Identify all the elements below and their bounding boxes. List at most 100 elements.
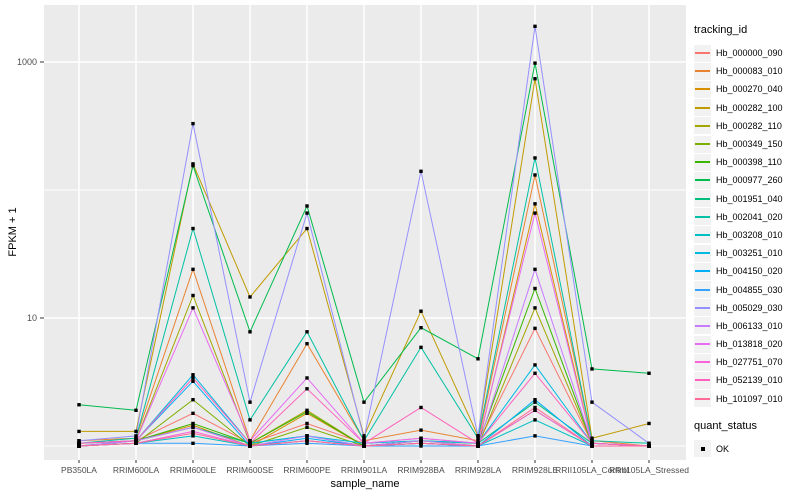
data-point [533,24,537,29]
legend-key [694,171,711,189]
legend-key [694,262,711,280]
legend-item-Hb_003208_010: Hb_003208_010 [694,226,800,244]
data-point [305,376,309,380]
legend-item-Hb_000282_110: Hb_000282_110 [694,117,800,135]
y-tick-label-1000: 1000 [16,57,37,67]
data-point [647,441,651,445]
data-point [305,211,309,215]
data-point [191,267,195,272]
series-color-line-icon [695,52,710,55]
data-point [248,418,252,422]
series-color-line-icon [695,88,710,91]
x-tick-label-RRII105LA_Stressed: RRII105LA_Stressed [609,465,689,475]
legend-label: Hb_027751_070 [716,357,783,368]
legend: tracking_id Hb_000000_090 Hb_000083_010 Hb… [694,24,800,458]
data-point [305,439,309,443]
data-point [191,434,195,438]
data-point [191,431,195,435]
data-point [191,226,195,231]
data-point [533,286,537,291]
data-point [191,429,195,434]
data-point [476,436,480,440]
legend-item-Hb_003251_010: Hb_003251_010 [694,244,800,262]
data-point [590,444,594,448]
data-point [191,373,195,377]
series-color-line-icon [695,397,710,400]
legend-item-Hb_000977_260: Hb_000977_260 [694,171,800,189]
data-point [419,169,423,173]
x-tick-label-RRIM600LE: RRIM600LE [169,465,217,475]
series-color-line-icon [695,179,710,182]
legend-key [694,153,711,171]
data-point [77,439,81,443]
data-point [590,436,594,440]
data-point [533,371,537,375]
data-point [476,444,480,448]
legend-item-Hb_000282_100: Hb_000282_100 [694,99,800,117]
data-point [248,439,252,443]
data-point [419,441,423,445]
legend-key [694,208,711,226]
legend-label: Hb_005029_030 [716,302,783,313]
legend-label: Hb_002041_020 [716,211,783,222]
data-point [191,425,195,429]
legend-key [694,135,711,153]
data-point [134,441,138,445]
data-point [134,434,138,438]
legend-key [694,190,711,208]
series-color-line-icon [695,161,710,164]
data-point [134,439,138,443]
legend-item-quant-ok: OK [694,440,800,458]
data-point [305,226,309,231]
data-point [305,341,309,346]
series-color-line-icon [695,270,710,273]
data-point [590,367,594,371]
data-point [305,330,309,334]
data-point [362,444,366,448]
legend-item-Hb_000349_150: Hb_000349_150 [694,135,800,153]
x-tick-label-RRIM600PE: RRIM600PE [283,465,331,475]
data-point [419,428,423,432]
series-color-line-icon [695,124,710,127]
data-point [476,357,480,361]
data-point [590,439,594,443]
data-point [533,397,537,402]
legend-key [694,44,711,62]
legend-item-Hb_000000_090: Hb_000000_090 [694,44,800,62]
legend-label: Hb_000083_010 [716,66,783,77]
series-color-line-icon [695,324,710,327]
data-point [305,441,309,445]
legend-key [694,353,711,371]
data-point [134,429,138,434]
data-point [305,204,309,208]
data-point [533,400,537,404]
series-color-line-icon [695,379,710,382]
x-tick-label-RRII105LA_Control: RRII105LA_Control [555,465,629,475]
data-point [419,325,423,330]
data-point [77,444,81,448]
legend-item-Hb_027751_070: Hb_027751_070 [694,353,800,371]
data-point [533,211,537,215]
data-point [77,441,81,445]
legend-title-tracking-id: tracking_id [694,24,748,36]
legend-key [694,80,711,98]
x-tick-label-RRIM901LA: RRIM901LA [340,465,388,475]
data-point [476,441,480,445]
data-point [419,444,423,448]
legend-label: Hb_001951_040 [716,193,783,204]
legend-label: Hb_004150_020 [716,266,783,277]
data-point [647,421,651,426]
data-point [419,439,423,443]
series-color-line-icon [695,306,710,309]
legend-label: Hb_101097_010 [716,393,783,404]
x-tick-label-PB350LA: PB350LA [61,465,97,475]
legend-label: Hb_004855_030 [716,284,783,295]
legend-label: Hb_052139_010 [716,375,783,386]
data-point [533,405,537,410]
legend-key [694,244,711,262]
data-point [362,436,366,440]
data-point [533,434,537,438]
data-point [248,330,252,334]
